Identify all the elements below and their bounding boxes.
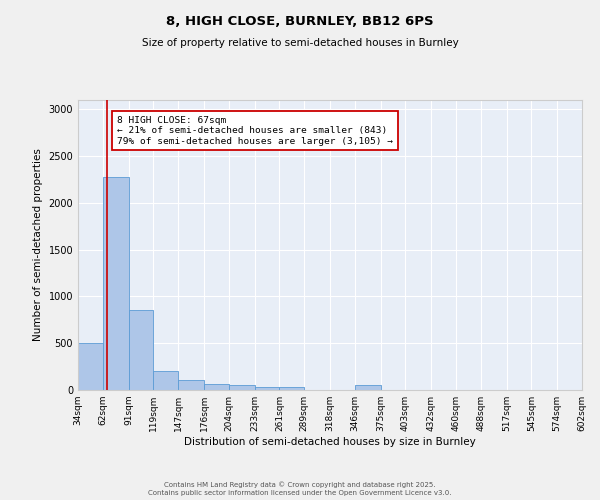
- Text: Contains public sector information licensed under the Open Government Licence v3: Contains public sector information licen…: [148, 490, 452, 496]
- Bar: [280, 387, 304, 390]
- Bar: [178, 380, 204, 390]
- Bar: [78, 343, 103, 390]
- Bar: [355, 386, 380, 390]
- Text: 8 HIGH CLOSE: 67sqm
← 21% of semi-detached houses are smaller (843)
79% of semi-: 8 HIGH CLOSE: 67sqm ← 21% of semi-detach…: [117, 116, 393, 146]
- Text: 8, HIGH CLOSE, BURNLEY, BB12 6PS: 8, HIGH CLOSE, BURNLEY, BB12 6PS: [166, 15, 434, 28]
- Bar: [154, 372, 178, 390]
- X-axis label: Distribution of semi-detached houses by size in Burnley: Distribution of semi-detached houses by …: [184, 437, 476, 447]
- Bar: [254, 386, 280, 390]
- Text: Contains HM Land Registry data © Crown copyright and database right 2025.: Contains HM Land Registry data © Crown c…: [164, 481, 436, 488]
- Text: Size of property relative to semi-detached houses in Burnley: Size of property relative to semi-detach…: [142, 38, 458, 48]
- Bar: [103, 176, 128, 390]
- Y-axis label: Number of semi-detached properties: Number of semi-detached properties: [33, 148, 43, 342]
- Bar: [229, 386, 254, 390]
- Bar: [128, 310, 154, 390]
- Bar: [204, 384, 229, 390]
